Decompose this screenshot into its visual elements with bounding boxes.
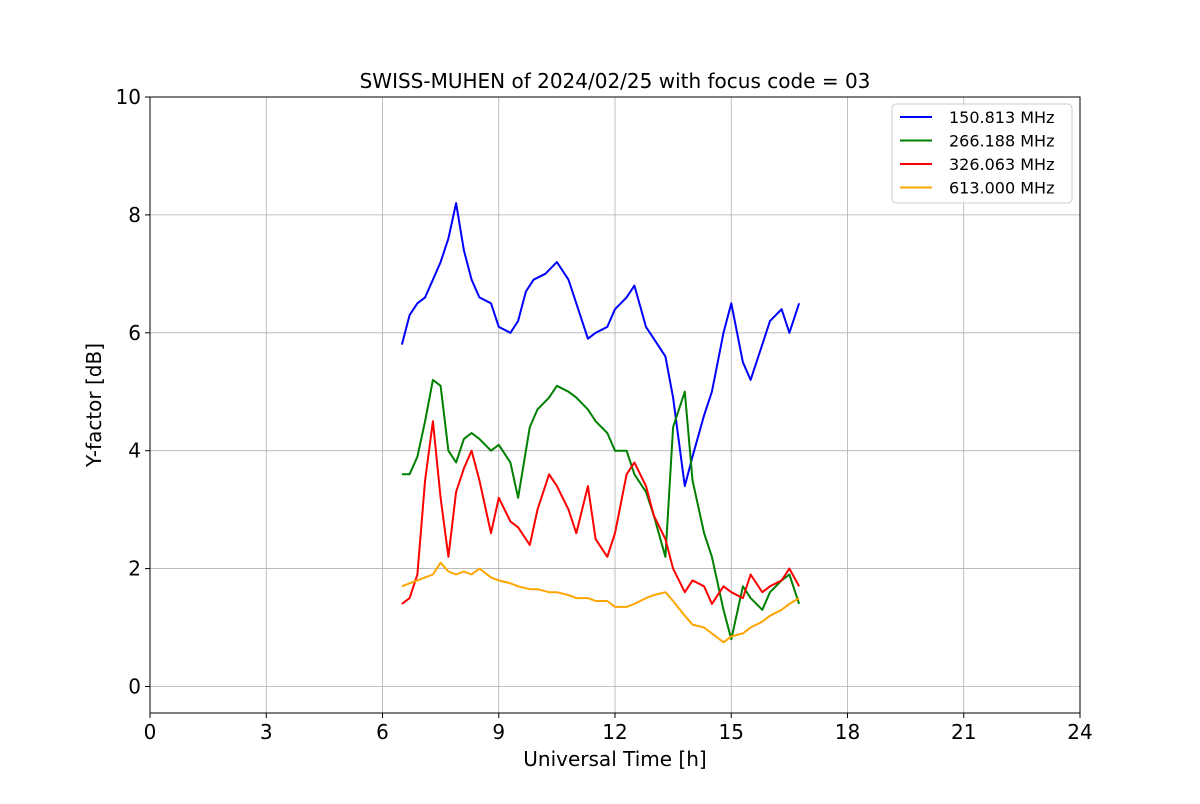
x-tick-label: 18: [835, 720, 860, 744]
chart-title: SWISS-MUHEN of 2024/02/25 with focus cod…: [360, 69, 871, 93]
series-line-3: [401, 561, 800, 644]
x-tick-label: 6: [376, 720, 389, 744]
series-line-2: [401, 420, 800, 605]
series-line-0: [400, 202, 801, 488]
x-tick-label: 9: [492, 720, 505, 744]
legend-label: 613.000 MHz: [949, 179, 1054, 198]
legend-label: 266.188 MHz: [949, 132, 1054, 151]
y-axis: 0 2 4 6 8 10: [116, 85, 150, 698]
series-lines: [400, 202, 801, 644]
y-tick-label: 6: [128, 321, 141, 345]
x-tick-label: 15: [719, 720, 744, 744]
y-tick-label: 8: [128, 203, 141, 227]
x-tick-label: 3: [260, 720, 273, 744]
y-tick-label: 2: [128, 557, 141, 581]
legend: 150.813 MHz 266.188 MHz 326.063 MHz 613.000…: [891, 103, 1073, 204]
legend-label: 326.063 MHz: [949, 155, 1054, 174]
series-line-1: [401, 378, 801, 641]
x-axis: 0 3 6 9 12 15 18 21 24: [144, 713, 1093, 744]
x-tick-label: 0: [144, 720, 157, 744]
y-tick-label: 4: [128, 439, 141, 463]
x-tick-label: 12: [602, 720, 627, 744]
y-tick-label: 0: [128, 674, 141, 698]
x-axis-label: Universal Time [h]: [523, 747, 706, 771]
x-tick-label: 21: [951, 720, 976, 744]
y-tick-label: 10: [116, 85, 141, 109]
legend-label: 150.813 MHz: [949, 108, 1054, 127]
legend-box: [891, 103, 1073, 204]
x-tick-label: 24: [1067, 720, 1092, 744]
y-axis-label: Y-factor [dB]: [82, 343, 106, 468]
